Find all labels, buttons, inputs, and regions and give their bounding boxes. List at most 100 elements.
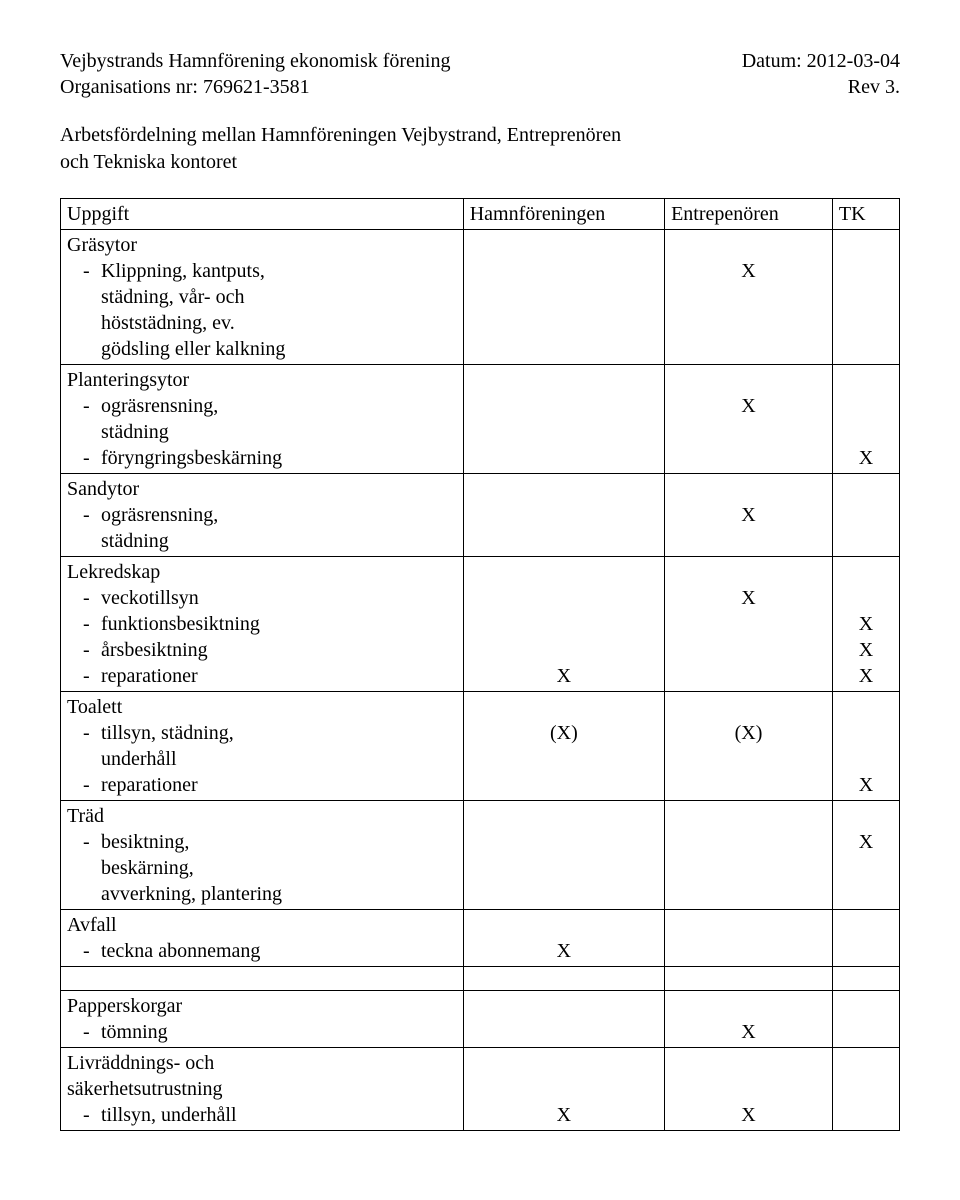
table-row: Träd besiktning, beskärning, avverkning,… xyxy=(61,801,900,910)
mark-x: X xyxy=(859,774,873,796)
sub-item: veckotillsyn xyxy=(101,585,457,611)
mark-x: X xyxy=(557,1104,571,1126)
sub-list: ogräsrensning, städning xyxy=(67,502,457,554)
header-line-2: Organisations nr: 769621-3581 Rev 3. xyxy=(60,74,900,100)
date-label: Datum: 2012-03-04 xyxy=(742,48,900,74)
page-title: Arbetsfördelning mellan Hamnföreningen V… xyxy=(60,122,900,176)
cell-entre: X xyxy=(665,1048,833,1131)
mark-x: X xyxy=(741,395,755,417)
cell-tk xyxy=(832,910,899,967)
cell-tk: X xyxy=(832,365,899,474)
mark-x: X xyxy=(741,504,755,526)
table-row: Papperskorgar tömning X xyxy=(61,991,900,1048)
cell-hamn xyxy=(463,365,664,474)
sub-item: ogräsrensning, städning xyxy=(101,393,457,445)
mark-x: X xyxy=(741,1104,755,1126)
table-row: Avfall teckna abonnemang X xyxy=(61,910,900,967)
mark-x: X xyxy=(741,1021,755,1043)
sub-item: föryngringsbeskärning xyxy=(101,445,457,471)
cell-entre: (X) xyxy=(665,692,833,801)
sub-item: teckna abonnemang xyxy=(101,938,457,964)
cell-section: Lekredskap veckotillsyn funktionsbesiktn… xyxy=(61,557,464,692)
cell-section: Planteringsytor ogräsrensning, städning … xyxy=(61,365,464,474)
cell-section: Avfall teckna abonnemang xyxy=(61,910,464,967)
title-line-2: och Tekniska kontoret xyxy=(60,151,237,173)
cell-hamn: (X) xyxy=(463,692,664,801)
cell-entre: X xyxy=(665,991,833,1048)
sub-item: ogräsrensning, städning xyxy=(101,502,457,554)
mark-x: X xyxy=(741,587,755,609)
cell-entre: X xyxy=(665,365,833,474)
sub-item: besiktning, beskärning, avverkning, plan… xyxy=(101,829,457,907)
section-livraddnings: Livräddnings- och säkerhetsutrustning xyxy=(67,1050,457,1102)
sub-list: besiktning, beskärning, avverkning, plan… xyxy=(67,829,457,907)
cell-tk xyxy=(832,230,899,365)
cell-hamn: X xyxy=(463,557,664,692)
mark-x: X xyxy=(859,639,873,661)
cell-entre: X xyxy=(665,557,833,692)
table-row: Gräsytor Klippning, kantputs, städning, … xyxy=(61,230,900,365)
cell-section: Livräddnings- och säkerhetsutrustning ti… xyxy=(61,1048,464,1131)
section-toalett: Toalett xyxy=(67,694,457,720)
cell-section: Toalett tillsyn, städning, underhåll rep… xyxy=(61,692,464,801)
section-avfall: Avfall xyxy=(67,912,457,938)
col-tk: TK xyxy=(832,199,899,230)
mark-x: X xyxy=(557,940,571,962)
cell-section: Gräsytor Klippning, kantputs, städning, … xyxy=(61,230,464,365)
sub-item: Klippning, kantputs, städning, vår- och … xyxy=(101,258,457,362)
sub-item: reparationer xyxy=(101,772,457,798)
cell-tk: X xyxy=(832,801,899,910)
mark-x: X xyxy=(859,613,873,635)
sub-list: tömning xyxy=(67,1019,457,1045)
org-name: Vejbystrands Hamnförening ekonomisk före… xyxy=(60,48,450,74)
mark-x: X xyxy=(859,447,873,469)
mark-x-paren: (X) xyxy=(550,722,578,744)
section-lekredskap: Lekredskap xyxy=(67,559,457,585)
cell-hamn xyxy=(463,230,664,365)
sub-list: teckna abonnemang xyxy=(67,938,457,964)
col-hamn: Hamnföreningen xyxy=(463,199,664,230)
header-line-1: Vejbystrands Hamnförening ekonomisk före… xyxy=(60,48,900,74)
section-sandytor: Sandytor xyxy=(67,476,457,502)
rev-label: Rev 3. xyxy=(848,74,900,100)
section-grasytor: Gräsytor xyxy=(67,232,457,258)
cell-section: Träd besiktning, beskärning, avverkning,… xyxy=(61,801,464,910)
org-nr: Organisations nr: 769621-3581 xyxy=(60,74,310,100)
section-trad: Träd xyxy=(67,803,457,829)
sub-item: reparationer xyxy=(101,663,457,689)
cell-hamn: X xyxy=(463,1048,664,1131)
cell-hamn xyxy=(463,801,664,910)
cell-entre: X xyxy=(665,230,833,365)
cell-tk xyxy=(832,1048,899,1131)
col-uppgift: Uppgift xyxy=(61,199,464,230)
page: Vejbystrands Hamnförening ekonomisk före… xyxy=(0,0,960,1200)
mark-x: X xyxy=(859,831,873,853)
mark-x-paren: (X) xyxy=(735,722,763,744)
cell-tk: X X X xyxy=(832,557,899,692)
sub-list: tillsyn, underhåll xyxy=(67,1102,457,1128)
mark-x: X xyxy=(557,665,571,687)
sub-item: tillsyn, städning, underhåll xyxy=(101,720,457,772)
cell-entre: X xyxy=(665,474,833,557)
cell-entre xyxy=(665,910,833,967)
cell-tk xyxy=(832,474,899,557)
sub-item: funktionsbesiktning xyxy=(101,611,457,637)
sub-list: Klippning, kantputs, städning, vår- och … xyxy=(67,258,457,362)
cell-tk: X xyxy=(832,692,899,801)
table-row: Toalett tillsyn, städning, underhåll rep… xyxy=(61,692,900,801)
title-line-1: Arbetsfördelning mellan Hamnföreningen V… xyxy=(60,124,621,146)
mark-x: X xyxy=(859,665,873,687)
sub-item: tömning xyxy=(101,1019,457,1045)
sub-list: tillsyn, städning, underhåll reparatione… xyxy=(67,720,457,798)
table-row: Lekredskap veckotillsyn funktionsbesiktn… xyxy=(61,557,900,692)
table-row: Planteringsytor ogräsrensning, städning … xyxy=(61,365,900,474)
section-papperskorgar: Papperskorgar xyxy=(67,993,457,1019)
cell-tk xyxy=(832,991,899,1048)
table-spacer-row xyxy=(61,967,900,991)
sub-item: tillsyn, underhåll xyxy=(101,1102,457,1128)
cell-hamn xyxy=(463,991,664,1048)
cell-hamn xyxy=(463,474,664,557)
section-planteringsytor: Planteringsytor xyxy=(67,367,457,393)
col-entre: Entrepenören xyxy=(665,199,833,230)
sub-list: veckotillsyn funktionsbesiktning årsbesi… xyxy=(67,585,457,689)
